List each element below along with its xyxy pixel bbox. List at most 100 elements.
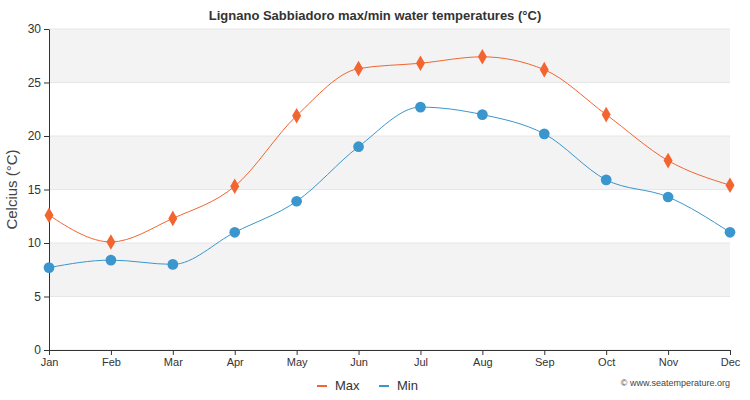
x-tick-mark xyxy=(668,350,669,355)
grid-bands xyxy=(49,29,730,297)
x-axis: Jan Feb Mar Apr May Jun Jul Aug Sep Oct Nov Dec xyxy=(41,350,741,368)
y-tick-label: 10 xyxy=(28,236,42,250)
y-tick-mark xyxy=(44,297,49,298)
legend: Max Min xyxy=(317,378,418,393)
x-tick-mark xyxy=(235,350,236,355)
y-tick-mark xyxy=(44,136,49,137)
series-group xyxy=(44,49,736,273)
x-tick-label: Jan xyxy=(41,356,59,368)
x-tick: Sep xyxy=(535,350,555,368)
series-line xyxy=(49,107,730,267)
y-axis-line xyxy=(49,30,50,351)
x-tick-mark xyxy=(359,350,360,355)
y-tick: 20 xyxy=(28,129,49,143)
grid-band xyxy=(49,136,730,190)
y-tick: 5 xyxy=(34,290,49,304)
x-tick: Oct xyxy=(598,350,615,368)
series-marker xyxy=(106,234,115,250)
x-tick: Jun xyxy=(350,350,368,368)
x-tick-label: Aug xyxy=(473,356,493,368)
series-marker xyxy=(540,62,549,78)
series-marker xyxy=(539,129,550,140)
grid-line xyxy=(49,189,730,190)
y-tick: 25 xyxy=(28,76,49,90)
grid-line xyxy=(49,350,730,351)
x-tick: Apr xyxy=(227,350,244,368)
y-tick-label: 20 xyxy=(28,129,42,143)
x-tick-mark xyxy=(420,350,421,355)
x-tick-label: Feb xyxy=(102,356,121,368)
x-axis-line xyxy=(50,350,731,351)
y-tick-mark xyxy=(44,83,49,84)
y-tick-mark xyxy=(44,243,49,244)
x-tick-label: Oct xyxy=(598,356,615,368)
grid-line xyxy=(49,243,730,244)
x-tick-label: Sep xyxy=(535,356,555,368)
x-tick: May xyxy=(287,350,308,368)
series-marker xyxy=(726,177,735,193)
x-tick: Feb xyxy=(102,350,121,368)
legend-label: Max xyxy=(335,378,360,393)
x-tick-mark xyxy=(730,350,731,355)
y-tick: 30 xyxy=(28,22,49,36)
x-tick-mark xyxy=(297,350,298,355)
x-tick-mark xyxy=(606,350,607,355)
series-marker xyxy=(602,107,611,123)
y-tick: 10 xyxy=(28,236,49,250)
y-tick-label: 30 xyxy=(28,22,42,36)
grid-band xyxy=(49,243,730,297)
x-tick-mark xyxy=(544,350,545,355)
title: Lignano Sabbiadoro max/min water tempera… xyxy=(209,8,541,23)
x-tick: Jan xyxy=(41,350,59,368)
x-tick-label: Jun xyxy=(350,356,368,368)
series-marker xyxy=(354,61,363,77)
x-tick-label: Dec xyxy=(721,356,741,368)
series-line xyxy=(49,57,730,242)
grid-band xyxy=(49,29,730,83)
chart: 051015202530JanFebMarAprMayJunJulAugSepO… xyxy=(0,0,750,400)
series-marker xyxy=(601,175,612,186)
x-tick: Aug xyxy=(473,350,493,368)
series-marker xyxy=(663,192,674,203)
series-marker xyxy=(44,262,55,273)
grid-line xyxy=(49,296,730,297)
x-tick: Mar xyxy=(164,350,183,368)
y-tick-label: 5 xyxy=(34,290,41,304)
x-tick-label: Mar xyxy=(164,356,183,368)
x-tick-mark xyxy=(111,350,112,355)
series-marker xyxy=(664,153,673,169)
x-tick: Jul xyxy=(414,350,428,368)
series-marker xyxy=(416,55,425,71)
series-marker xyxy=(725,227,736,238)
series-marker xyxy=(291,196,302,207)
legend-swatch xyxy=(317,385,327,387)
grid-line xyxy=(49,82,730,83)
series-marker xyxy=(478,49,487,65)
grid-lines xyxy=(49,29,730,350)
y-tick-label: 15 xyxy=(28,183,42,197)
x-tick: Nov xyxy=(659,350,679,368)
y-tick-mark xyxy=(44,190,49,191)
y-tick-mark xyxy=(44,350,49,351)
x-tick-label: May xyxy=(287,356,308,368)
x-tick-mark xyxy=(49,350,50,355)
x-tick-label: Jul xyxy=(414,356,428,368)
plot: 051015202530JanFebMarAprMayJunJulAugSepO… xyxy=(28,22,741,367)
x-tick-mark xyxy=(173,350,174,355)
series-marker xyxy=(477,109,488,120)
y-tick: 15 xyxy=(28,183,49,197)
y-tick-label: 25 xyxy=(28,76,42,90)
y-tick-mark xyxy=(44,29,49,30)
annotation: © www.seatemperature.org xyxy=(621,378,730,388)
y-axis: 051015202530 xyxy=(28,22,50,357)
legend-label: Min xyxy=(397,378,418,393)
series-marker xyxy=(167,259,178,270)
series-marker xyxy=(230,179,239,195)
y-axis-title: Celcius (°C) xyxy=(3,149,20,229)
x-tick-mark xyxy=(482,350,483,355)
series-marker xyxy=(415,102,426,113)
series-marker xyxy=(168,211,177,227)
grid-line xyxy=(49,29,730,30)
series-marker xyxy=(106,255,117,266)
series-marker xyxy=(353,141,364,152)
